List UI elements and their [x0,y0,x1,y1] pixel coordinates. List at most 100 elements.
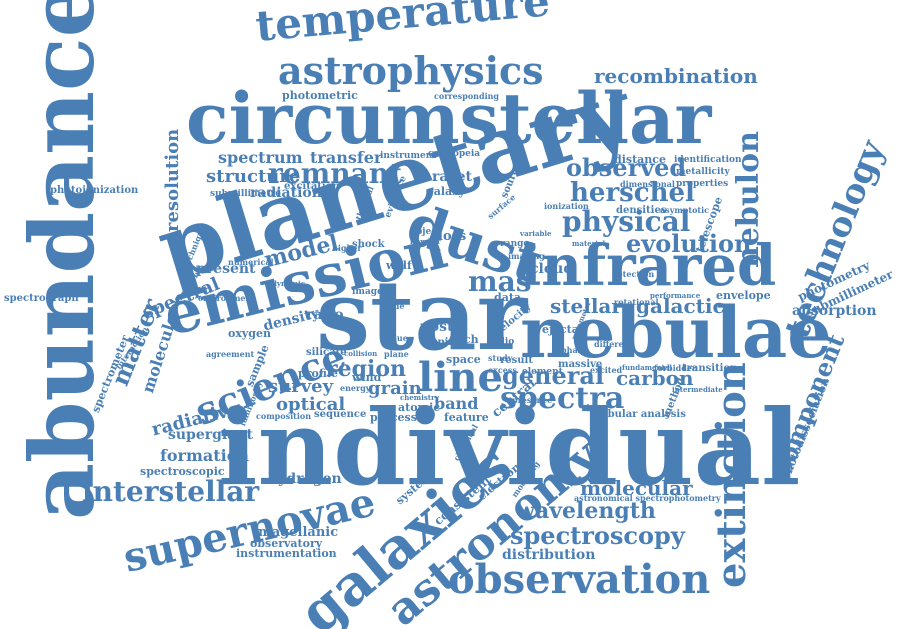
word-spectroscopic: spectroscopic [140,465,225,478]
word-instrumentation: instrumentation [236,547,337,560]
word-cassiopeia: cassiopeia [428,149,481,159]
word-chemistry: chemistry [400,393,439,402]
word-structure: structure [206,166,301,187]
word-temperature: temperature [253,0,552,51]
word-distribution: distribution [502,547,596,563]
word-ratio: ratio [306,307,344,323]
word-data: data [494,291,522,304]
word-properties: properties [676,179,729,189]
word-grain: grain [368,378,422,399]
word-shock: shock [352,239,385,250]
word-evolution: evolution [626,229,752,258]
word-galactic: galactic [636,294,725,318]
word-mode: mode [380,301,405,311]
word-sequence: sequence [314,409,367,420]
word-spectrum: spectrum [218,148,303,167]
word-astronomical-spectrophotometry: astronomical spectrophotometry [574,493,721,503]
word-wolf: wolf [386,259,412,272]
word-carbon: carbon [616,366,694,390]
word-forbidden: forbidden [654,363,698,373]
word-line: line [418,354,503,401]
word-dynamic: dynamic [272,279,305,288]
word-spectroscopy: spectroscopy [510,521,685,550]
word-collision: collision [344,349,378,358]
word-silicate: silicate [306,347,347,358]
word-ejecta: ejecta [542,323,579,336]
word-excitation: excitation [284,181,340,192]
word-agreement: agreement [206,349,255,359]
word-resolution: resolution [162,128,183,232]
word-hydrogen: hydrogen [268,471,342,487]
word-different: different [594,339,634,349]
word-post: post [420,319,454,335]
word-excited: excited [590,365,623,375]
word-radio: radio [488,337,515,347]
word-identification: identification [674,155,742,165]
word-supergiant: supergiant [168,427,253,443]
word-ionization: ionization [544,201,589,211]
word-plane: plane [384,349,409,359]
word-observation: observation [448,556,711,603]
word-feature: feature [444,411,489,424]
word-profile: profile [298,367,338,380]
word-wavelength: wavelength [516,498,656,524]
word-spire: spire [432,337,461,348]
word-astrophysics: astrophysics [278,48,544,93]
word-image: image [352,287,383,297]
word-numerical: numerical [228,257,274,267]
word-wind: wind [352,371,382,384]
word-absorption: absorption [792,303,877,319]
word-higher: higher [332,243,362,253]
word-object: object [410,227,441,237]
word-star: star [316,259,528,372]
word-submillimetre: submillimetre [210,189,281,199]
word-intermediate: intermediate [672,385,723,394]
word-corresponding: corresponding [434,91,500,101]
word-photometric: photometric [282,89,358,102]
word-formation: formation [160,446,250,465]
word-general: general [502,361,605,390]
word-environment: environment [198,293,256,303]
word-number: number [410,237,441,246]
word-presence: presence [512,395,553,405]
word-densities: densities [616,205,667,216]
word-rotational: rotational [614,297,659,307]
word-molecular: molecular [580,476,693,500]
word-spectrograph: spectrograph [4,293,79,304]
word-oxygen: oxygen [228,327,271,340]
word-massive: massive [558,359,603,370]
word-asymptotic: asymptotic [660,205,710,215]
word-magellanic: magellanic [258,525,339,540]
word-variable: variable [520,229,552,238]
word-optical: optical [276,394,346,415]
word-nebulae: nebulae [520,291,832,374]
word-result: result [500,355,533,366]
word-value: value [384,333,408,343]
word-region: region [326,356,406,382]
word-band: band [434,394,479,413]
word-physical: physical [562,205,691,238]
word-galaxy: galaxy [426,185,466,198]
word-distance: distance [614,153,666,166]
word-performance: performance [650,291,701,300]
word-fundamental: fundamental [622,363,672,372]
word-extinction: extinction [708,362,755,588]
word-circumstellar: circumstellar [186,77,712,160]
word-transition: transition [682,363,738,374]
word-present: present [196,261,256,277]
word-infrared: infrared [520,233,777,299]
word-space: space [446,353,481,366]
word-dimensional: dimensional [620,179,675,189]
word-material: material [572,239,606,248]
word-excess: excess [488,365,517,375]
word-observed: observed [566,153,687,182]
word-nebular-analysis: nebular analysis [594,409,686,420]
word-herschel: herschel [570,178,695,208]
word-stellar: stellar [550,294,622,318]
word-remnant: remnant [268,157,402,190]
word-composition: composition [256,411,312,421]
word-element: element [522,367,563,377]
word-metallicity: metallicity [676,167,730,177]
word-recombination: recombination [594,64,758,88]
